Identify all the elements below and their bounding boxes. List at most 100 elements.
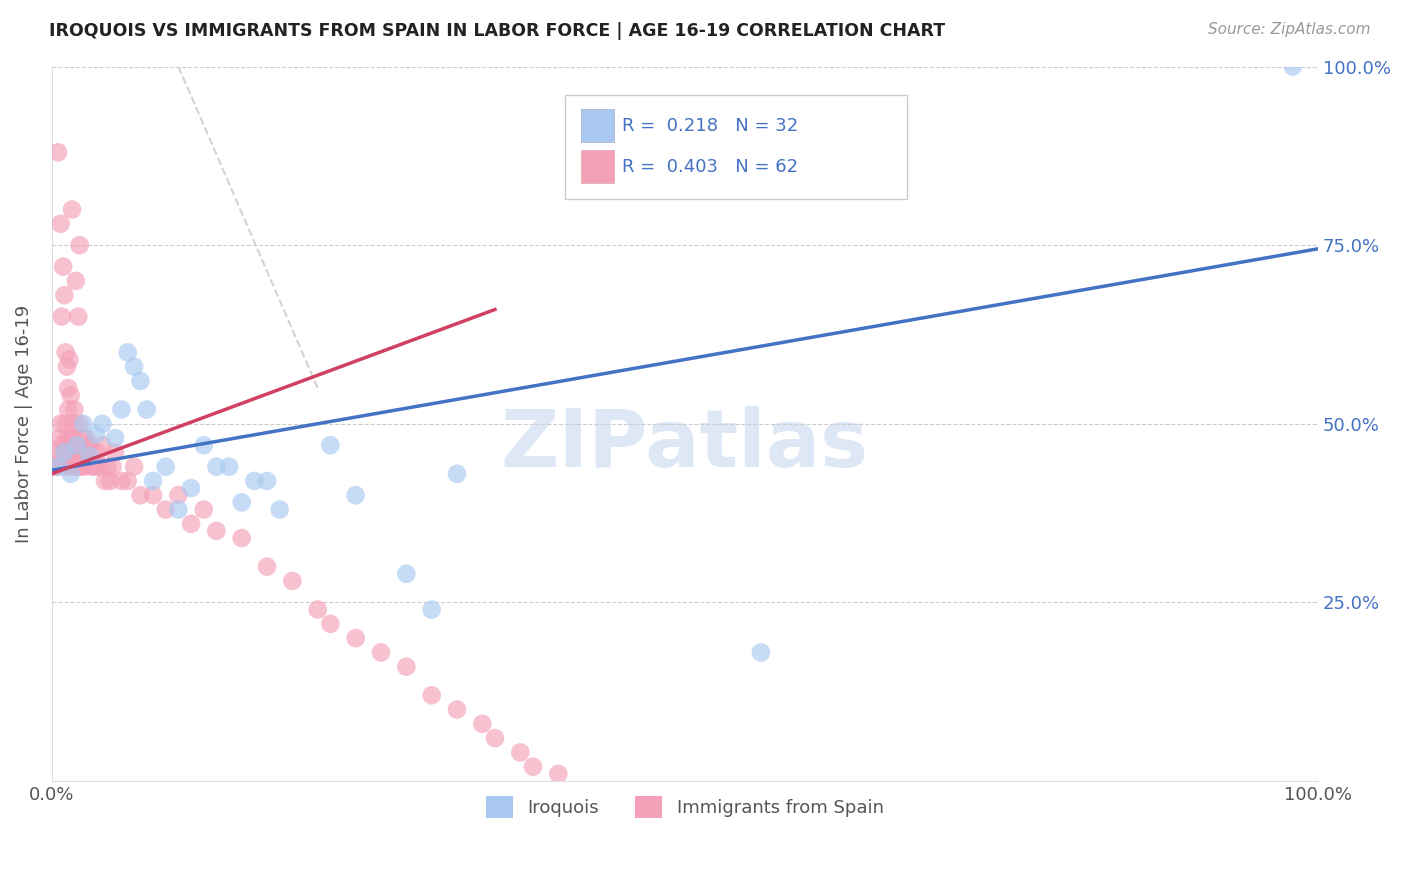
Point: [55, 417, 77, 431]
Point: [46, 145, 69, 160]
Point: [1281, 60, 1303, 74]
Point: [60, 202, 83, 217]
Point: [72, 417, 94, 431]
Point: [155, 459, 177, 474]
Point: [180, 516, 202, 531]
Point: [122, 459, 145, 474]
Point: [45, 445, 67, 459]
Point: [420, 602, 443, 616]
Point: [52, 459, 75, 474]
Point: [205, 524, 228, 538]
Point: [49, 417, 72, 431]
Point: [53, 288, 76, 302]
Point: [256, 559, 278, 574]
Point: [76, 445, 98, 459]
Point: [84, 427, 107, 442]
Legend: Iroquois, Immigrants from Spain: Iroquois, Immigrants from Spain: [479, 789, 891, 826]
Point: [53, 445, 76, 459]
Point: [98, 474, 121, 488]
Point: [446, 467, 468, 481]
Point: [58, 352, 80, 367]
Point: [62, 445, 84, 459]
Point: [749, 645, 772, 659]
Point: [256, 474, 278, 488]
Point: [344, 631, 367, 645]
Point: [52, 260, 75, 274]
Point: [370, 645, 392, 659]
Point: [420, 688, 443, 702]
Point: [51, 310, 73, 324]
Point: [117, 345, 139, 359]
Point: [56, 431, 79, 445]
Point: [135, 402, 157, 417]
Point: [243, 474, 266, 488]
Point: [319, 438, 342, 452]
Point: [70, 459, 93, 474]
Point: [51, 438, 73, 452]
Point: [58, 459, 80, 474]
Point: [117, 474, 139, 488]
Point: [45, 459, 67, 474]
Point: [66, 438, 89, 452]
FancyBboxPatch shape: [565, 95, 907, 199]
Point: [63, 417, 86, 431]
Point: [101, 459, 124, 474]
Point: [110, 474, 132, 488]
Point: [65, 274, 87, 288]
Text: Source: ZipAtlas.com: Source: ZipAtlas.com: [1208, 22, 1371, 37]
Point: [53, 445, 76, 459]
Point: [96, 459, 118, 474]
Point: [167, 502, 190, 516]
Text: ZIPatlas: ZIPatlas: [501, 406, 869, 484]
Point: [180, 481, 202, 495]
Point: [59, 431, 82, 445]
Point: [67, 310, 90, 324]
Point: [155, 502, 177, 516]
Point: [58, 381, 80, 395]
Point: [142, 474, 165, 488]
Point: [86, 445, 108, 459]
Point: [59, 388, 82, 402]
Point: [129, 488, 152, 502]
Point: [72, 431, 94, 445]
Point: [46, 459, 69, 474]
Point: [73, 459, 96, 474]
Point: [104, 445, 127, 459]
Point: [67, 459, 90, 474]
Point: [110, 402, 132, 417]
Point: [522, 760, 544, 774]
Point: [122, 359, 145, 374]
Point: [79, 449, 101, 463]
Point: [89, 459, 111, 474]
Point: [142, 488, 165, 502]
Point: [307, 602, 329, 616]
Y-axis label: In Labor Force | Age 16-19: In Labor Force | Age 16-19: [15, 305, 32, 543]
Point: [82, 459, 104, 474]
Point: [104, 431, 127, 445]
Point: [58, 402, 80, 417]
Point: [49, 217, 72, 231]
Point: [94, 474, 117, 488]
Point: [193, 502, 215, 516]
Point: [395, 659, 418, 673]
Point: [395, 566, 418, 581]
Point: [509, 746, 531, 760]
Text: IROQUOIS VS IMMIGRANTS FROM SPAIN IN LABOR FORCE | AGE 16-19 CORRELATION CHART: IROQUOIS VS IMMIGRANTS FROM SPAIN IN LAB…: [49, 22, 945, 40]
Point: [60, 459, 83, 474]
Point: [231, 495, 253, 509]
Point: [69, 238, 91, 252]
Point: [167, 488, 190, 502]
Point: [269, 502, 291, 516]
Point: [83, 459, 105, 474]
Point: [48, 431, 70, 445]
Point: [65, 459, 87, 474]
Point: [129, 374, 152, 388]
Point: [231, 531, 253, 545]
Point: [66, 445, 89, 459]
Text: R =  0.403   N = 62: R = 0.403 N = 62: [621, 158, 797, 176]
Point: [344, 488, 367, 502]
Point: [281, 574, 304, 588]
Point: [55, 345, 77, 359]
Point: [193, 438, 215, 452]
Point: [56, 359, 79, 374]
